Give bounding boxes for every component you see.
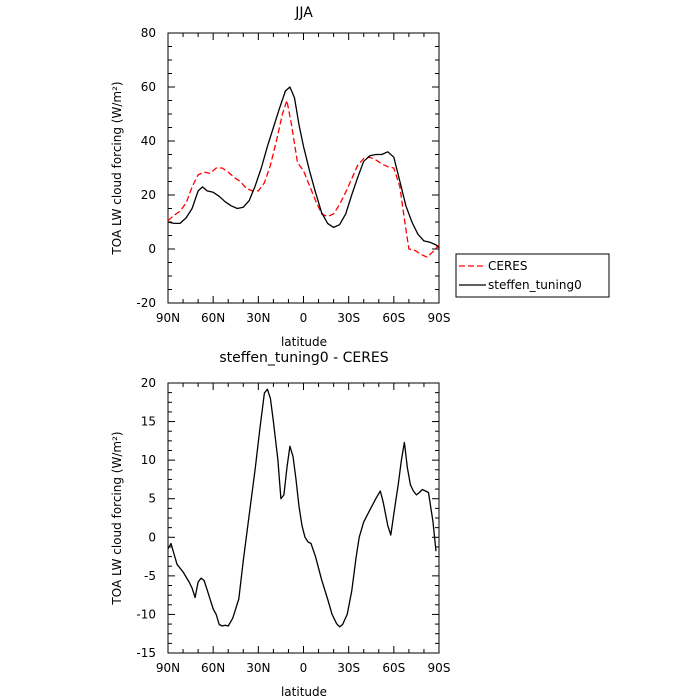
bottom-x-tick-label: 60N [201,661,225,675]
top-chart: JJA 90N 60N 30N 0 30S 60S 90S -20 0 20 40 60 80 lat… [110,5,610,349]
top-series-line-steffen-tuning0 [167,86,440,249]
top-series-group [167,86,440,258]
top-y-tick-label: 20 [141,188,156,202]
bottom-x-tick-label: 60S [382,661,405,675]
bottom-y-tick-label: 15 [141,415,156,429]
top-series-line-ceres [167,99,440,258]
bottom-y-axis: -15 -10 -5 0 5 10 15 20 [136,376,439,660]
top-x-axis-title: latitude [281,335,327,349]
legend-box [455,253,610,298]
bottom-x-tick-label: 90N [156,661,180,675]
top-x-tick-label: 30N [246,311,270,325]
bottom-x-tick-label: 30S [337,661,360,675]
top-plot-frame [167,32,440,304]
top-y-tick-label: 80 [141,26,156,40]
bottom-y-tick-label: -15 [136,646,156,660]
bottom-y-tick-label: 10 [141,453,156,467]
top-y-axis: -20 0 20 40 60 80 [136,26,439,310]
bottom-y-axis-title: TOA LW cloud forcing (W/m²) [110,431,124,605]
bottom-y-tick-label: -10 [136,607,156,621]
bottom-series-group [167,388,437,628]
top-y-tick-label: -20 [136,296,156,310]
bottom-x-tick-label: 90S [428,661,451,675]
legend-label-ceres: CERES [488,259,528,273]
bottom-y-tick-label: 5 [148,492,156,506]
legend-label-steffen: steffen_tuning0 [488,278,582,292]
top-y-axis-title: TOA LW cloud forcing (W/m²) [110,81,124,255]
bottom-x-axis: 90N 60N 30N 0 30S 60S 90S [156,383,451,675]
top-chart-legend: CERES steffen_tuning0 [455,253,610,298]
top-x-tick-label: 90N [156,311,180,325]
bottom-x-axis-title: latitude [281,685,327,699]
top-x-axis: 90N 60N 30N 0 30S 60S 90S [156,33,451,325]
top-x-tick-label: 90S [428,311,451,325]
bottom-chart-title: steffen_tuning0 - CERES [219,350,388,366]
top-y-tick-label: 60 [141,80,156,94]
bottom-series-line-difference [167,388,437,628]
top-y-tick-label: 40 [141,134,156,148]
top-x-tick-label: 60S [382,311,405,325]
bottom-y-tick-label: -5 [144,569,156,583]
top-x-tick-label: 0 [300,311,308,325]
top-x-tick-label: 60N [201,311,225,325]
bottom-x-tick-label: 0 [300,661,308,675]
top-chart-title: JJA [294,5,313,21]
bottom-chart: steffen_tuning0 - CERES 90N 60N 30N 0 30S 60S… [110,350,450,699]
bottom-x-tick-label: 30N [246,661,270,675]
bottom-y-tick-label: 20 [141,376,156,390]
bottom-y-tick-label: 0 [148,530,156,544]
bottom-plot-frame [167,382,440,654]
top-y-tick-label: 0 [148,242,156,256]
top-x-tick-label: 30S [337,311,360,325]
